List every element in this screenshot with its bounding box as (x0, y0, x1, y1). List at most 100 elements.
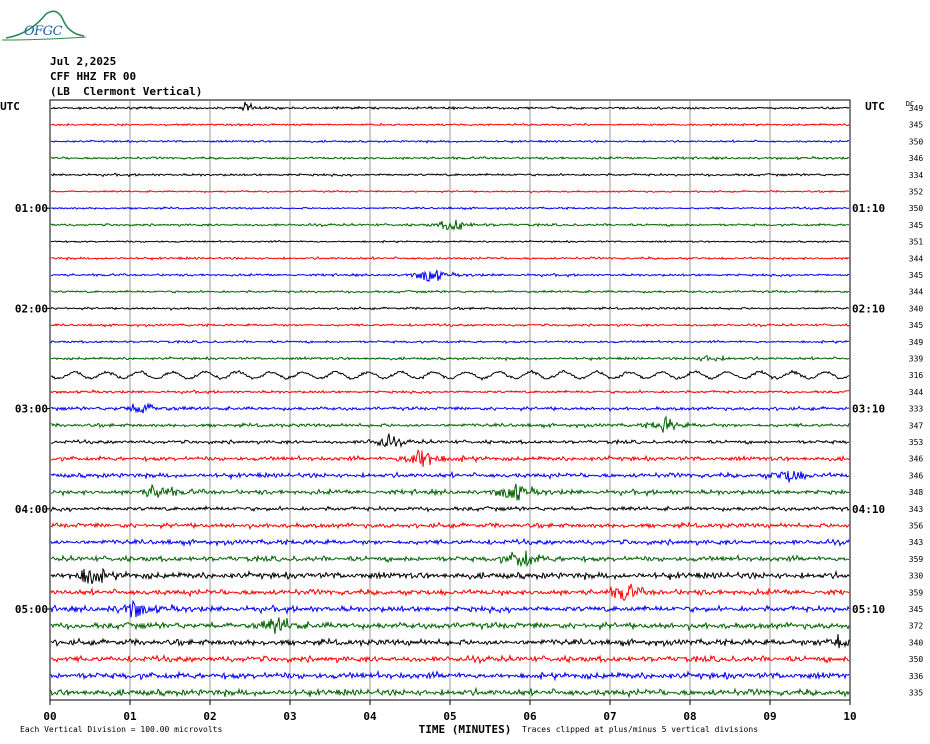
dc-value-row-30: 345 (909, 605, 924, 614)
dc-value-row-8: 351 (909, 238, 924, 247)
dc-value-row-5: 352 (909, 188, 924, 197)
trace-row-9 (50, 256, 850, 262)
x-tick-label-07: 07 (603, 710, 616, 723)
trace-row-21 (50, 449, 850, 468)
trace-row-35 (50, 686, 850, 699)
x-tick-label-03: 03 (283, 710, 296, 723)
trace-row-19 (50, 415, 850, 433)
footer-clip-note: Traces clipped at plus/minus 5 vertical … (522, 725, 758, 734)
dc-value-row-32: 340 (909, 638, 924, 647)
dc-value-row-17: 344 (909, 388, 924, 397)
dc-value-row-0: 349 (909, 104, 924, 113)
dc-value-row-23: 348 (909, 488, 924, 497)
dc-value-row-31: 372 (909, 622, 924, 631)
x-axis-label: TIME (MINUTES) (419, 723, 512, 736)
dc-value-row-26: 343 (909, 538, 924, 547)
left-hour-label-05:00: 05:00 (15, 603, 48, 616)
right-hour-label-05:10: 05:10 (852, 603, 885, 616)
trace-row-26 (50, 537, 850, 548)
trace-row-25 (50, 521, 850, 530)
date-label: Jul 2,2025 (50, 55, 117, 68)
x-tick-label-02: 02 (203, 710, 216, 723)
trace-row-10 (50, 269, 850, 283)
trace-row-11 (50, 289, 850, 294)
trace-row-17 (50, 389, 850, 395)
dc-header-label: DC (906, 100, 914, 108)
dc-value-row-9: 344 (909, 254, 924, 263)
dc-value-row-4: 334 (909, 171, 924, 180)
x-tick-label-08: 08 (683, 710, 696, 723)
dc-value-row-6: 350 (909, 204, 924, 213)
trace-row-0 (50, 101, 850, 112)
trace-row-27 (50, 550, 850, 568)
trace-row-30 (50, 599, 850, 618)
trace-row-2 (50, 139, 850, 144)
trace-row-14 (50, 339, 850, 345)
dc-value-row-21: 346 (909, 455, 924, 464)
dc-value-row-2: 350 (909, 137, 924, 146)
dc-value-row-15: 339 (909, 355, 924, 364)
trace-row-5 (50, 189, 850, 194)
trace-row-3 (50, 155, 850, 161)
dc-value-row-20: 353 (909, 438, 924, 447)
dc-value-row-11: 344 (909, 288, 924, 297)
footer-scale-note: Each Vertical Division = 100.00 microvol… (20, 725, 222, 734)
trace-row-31 (50, 617, 850, 635)
trace-row-20 (50, 433, 850, 449)
trace-row-4 (50, 172, 850, 178)
dc-value-row-34: 336 (909, 672, 924, 681)
trace-row-33 (50, 653, 849, 665)
dc-value-row-22: 346 (909, 471, 924, 480)
ofgc-logo-icon (1, 10, 87, 41)
right-hour-label-04:10: 04:10 (852, 503, 885, 516)
left-hour-label-01:00: 01:00 (15, 202, 48, 215)
dc-value-row-16: 316 (909, 371, 924, 380)
dc-value-row-28: 330 (909, 572, 924, 581)
trace-row-1 (50, 122, 850, 127)
trace-row-23 (50, 483, 850, 501)
trace-row-16 (50, 369, 850, 382)
trace-row-7 (50, 219, 850, 231)
trace-row-8 (50, 239, 850, 244)
station-label: CFF HHZ FR 00 (50, 70, 137, 83)
x-tick-label-09: 09 (763, 710, 776, 723)
dc-value-row-13: 345 (909, 321, 924, 330)
dc-value-row-7: 345 (909, 221, 924, 230)
dc-value-row-27: 359 (909, 555, 924, 564)
left-utc-label: UTC (0, 100, 20, 113)
x-tick-label-04: 04 (363, 710, 377, 723)
trace-row-18 (50, 402, 850, 414)
x-tick-label-06: 06 (523, 710, 537, 723)
trace-row-34 (50, 669, 850, 682)
trace-row-6 (50, 206, 850, 211)
trace-row-24 (50, 504, 850, 513)
x-tick-label-00: 00 (43, 710, 56, 723)
dc-value-row-29: 359 (909, 588, 924, 597)
trace-row-15 (50, 354, 850, 363)
right-hour-label-02:10: 02:10 (852, 302, 885, 315)
dc-value-row-24: 343 (909, 505, 924, 514)
x-tick-label-01: 01 (123, 710, 137, 723)
dc-value-row-33: 350 (909, 655, 924, 664)
logo-text: OFGC (24, 24, 63, 39)
right-utc-label: UTC (865, 100, 885, 113)
dc-value-row-3: 346 (909, 154, 924, 163)
right-hour-label-01:10: 01:10 (852, 202, 885, 215)
location-label: (LB Clermont Vertical) (50, 85, 203, 98)
dc-value-row-10: 345 (909, 271, 924, 280)
left-hour-label-03:00: 03:00 (15, 403, 48, 416)
left-hour-label-04:00: 04:00 (15, 503, 48, 516)
trace-row-32 (50, 634, 850, 649)
x-tick-label-10: 10 (843, 710, 856, 723)
dc-value-row-14: 349 (909, 338, 924, 347)
trace-row-22 (50, 470, 850, 483)
x-tick-label-05: 05 (443, 710, 456, 723)
trace-row-13 (50, 322, 850, 328)
trace-row-29 (50, 583, 850, 602)
dc-value-row-25: 356 (909, 522, 924, 531)
right-hour-label-03:10: 03:10 (852, 403, 885, 416)
dc-value-row-18: 333 (909, 405, 924, 414)
dc-value-row-12: 340 (909, 304, 924, 313)
left-hour-label-02:00: 02:00 (15, 302, 48, 315)
